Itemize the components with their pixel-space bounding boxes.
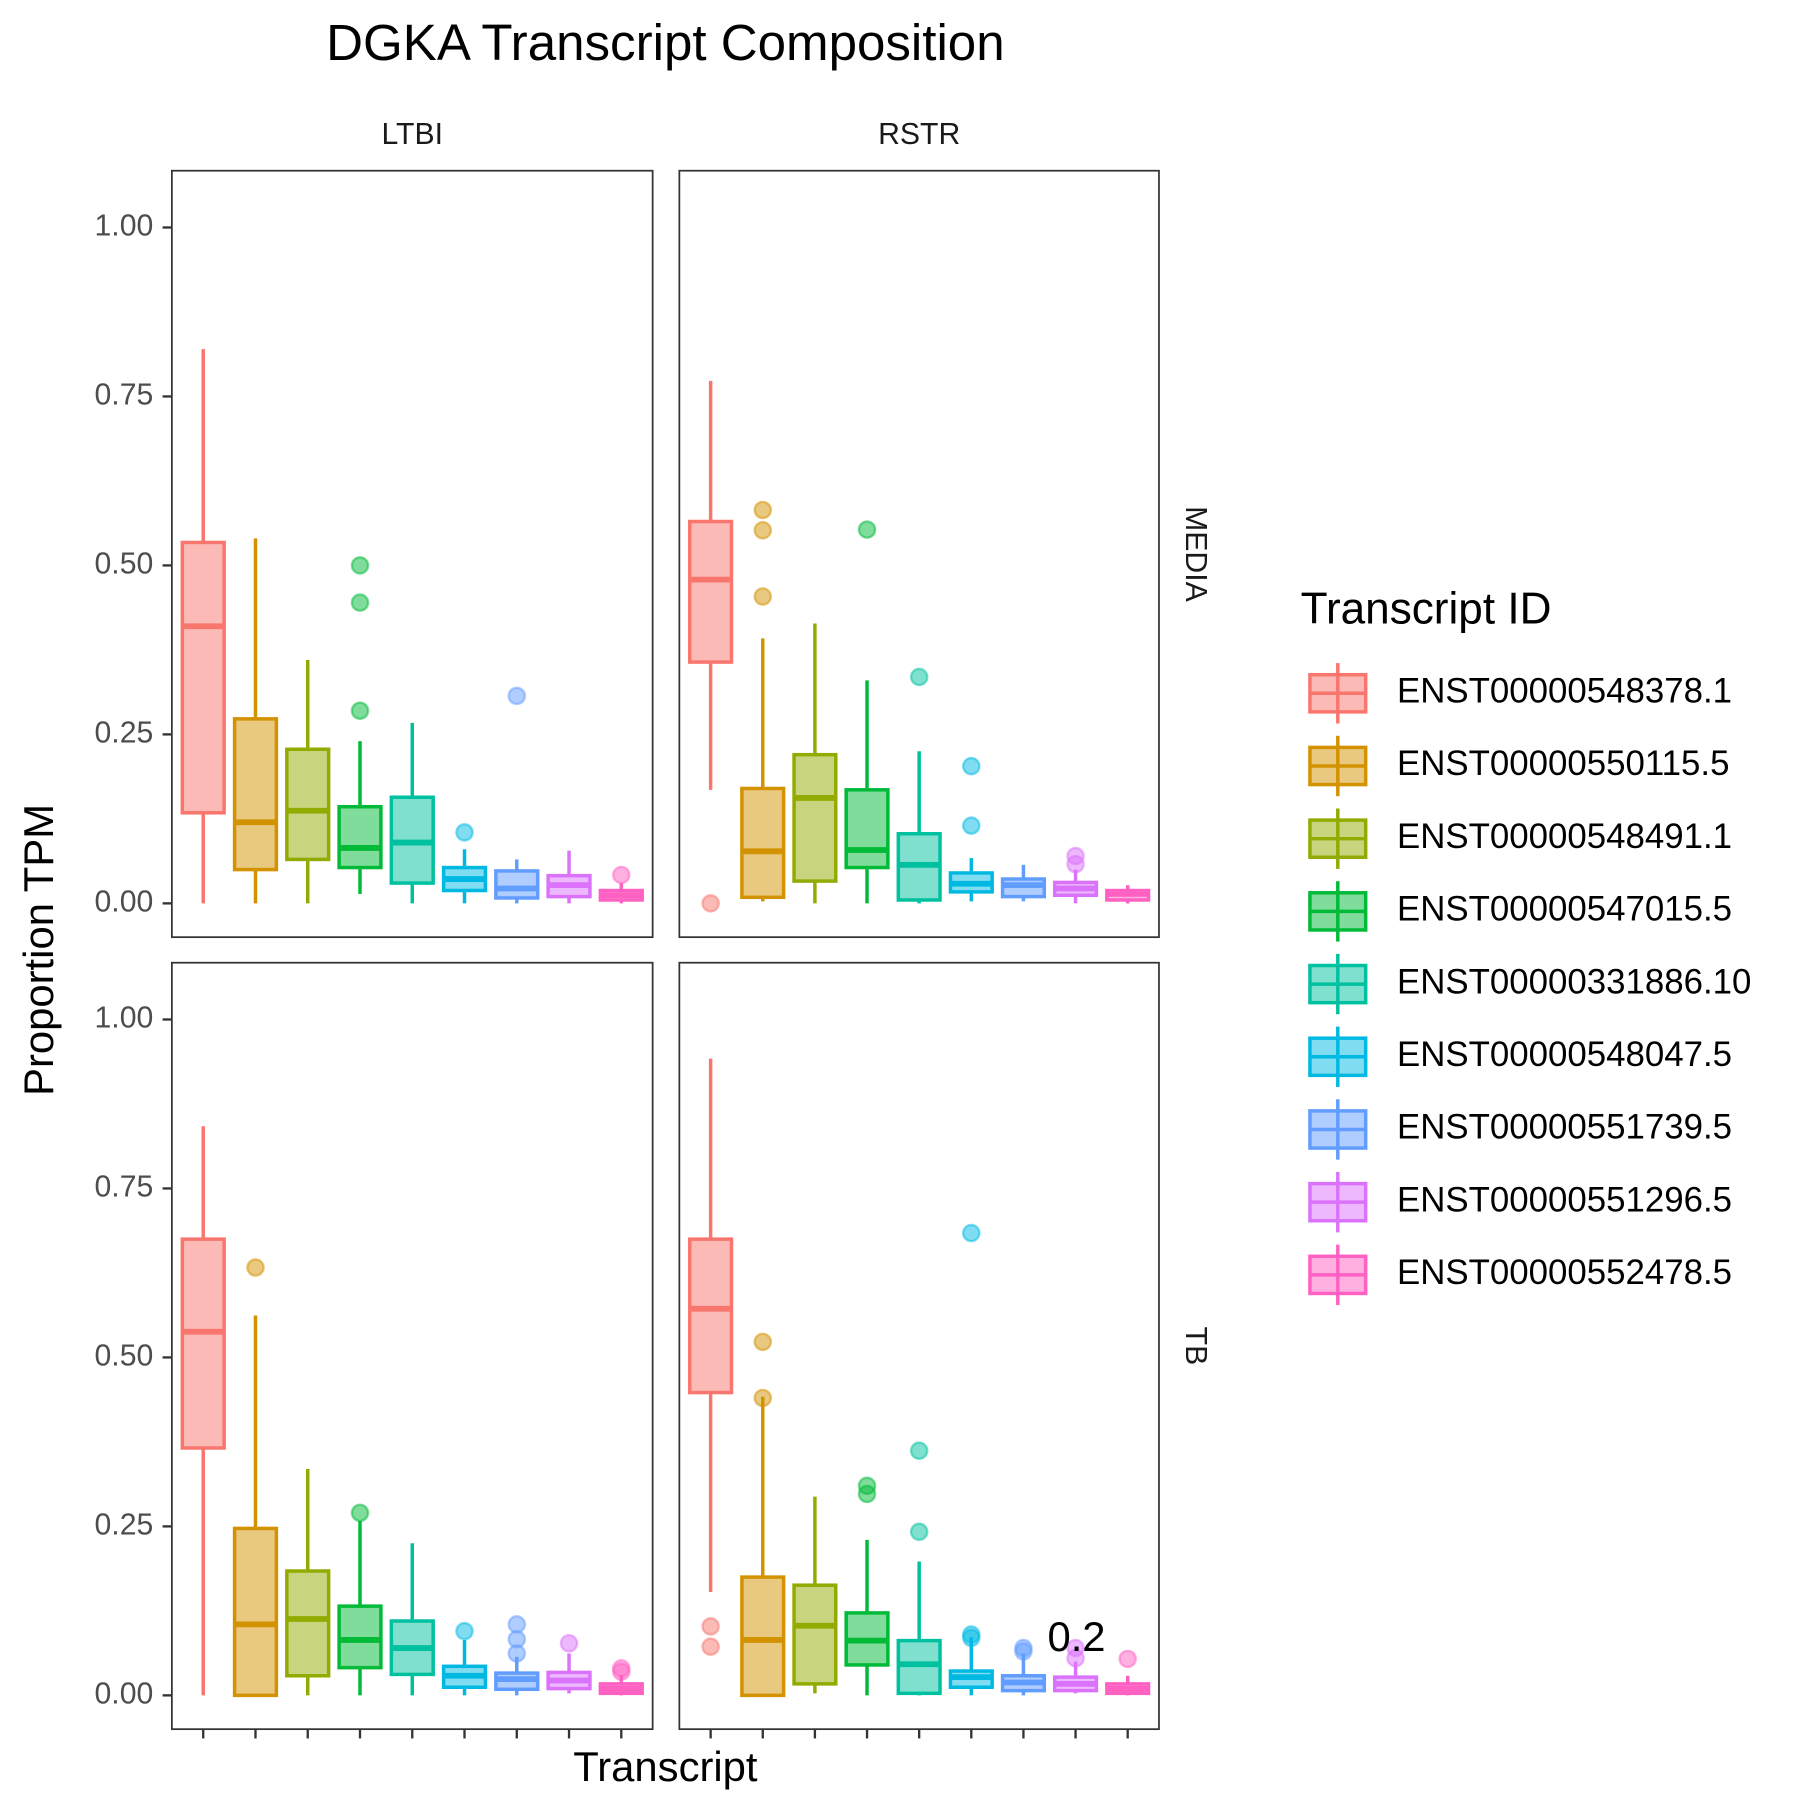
outlier (455, 1621, 474, 1641)
box (180, 540, 226, 815)
y-tick-label: 0.50 (95, 547, 154, 580)
annotation: 0.2 (1047, 1613, 1105, 1660)
box (285, 1569, 331, 1678)
legend-label: ENST00000548491.1 (1397, 817, 1732, 856)
y-axis-title: Proportion TPM (15, 804, 62, 1096)
y-tick-label: 0.75 (95, 1170, 154, 1203)
y-tick-label: 1.00 (95, 209, 154, 242)
legend-label: ENST00000548378.1 (1397, 671, 1732, 710)
outlier (857, 520, 877, 539)
outlier (857, 1484, 877, 1504)
outlier (1014, 1642, 1033, 1661)
y-tick-label: 0.00 (95, 885, 154, 918)
legend-label: ENST00000552478.5 (1397, 1253, 1732, 1292)
box (792, 1583, 838, 1686)
legend-title: Transcript ID (1301, 585, 1552, 634)
outlier (962, 756, 981, 776)
y-tick-label: 0.25 (95, 1508, 154, 1541)
outlier (507, 1644, 527, 1663)
y-tick-label: 0.75 (95, 378, 154, 411)
x-axis-title: Transcript (573, 1743, 758, 1790)
outlier (701, 1617, 720, 1636)
legend-label: ENST00000547015.5 (1397, 890, 1732, 929)
outlier (612, 865, 631, 885)
outlier (962, 1628, 981, 1648)
box (494, 869, 540, 900)
outlier (701, 1637, 720, 1656)
outlier (753, 587, 773, 606)
outlier (1066, 854, 1085, 874)
outlier (701, 894, 720, 913)
outlier (350, 556, 370, 575)
outlier (909, 667, 929, 687)
box (792, 752, 838, 883)
outlier (753, 1332, 773, 1352)
legend-label: ENST00000551739.5 (1397, 1108, 1732, 1147)
outlier (612, 1662, 631, 1682)
chart-title: DGKA Transcript Composition (326, 14, 1004, 71)
outlier (1066, 1648, 1085, 1668)
box (844, 788, 890, 870)
outlier (507, 686, 527, 706)
outlier (350, 593, 370, 612)
outlier (962, 1223, 981, 1243)
legend-label: ENST00000550115.5 (1397, 744, 1729, 783)
box (337, 804, 383, 870)
box (180, 1237, 226, 1450)
outlier (455, 823, 474, 842)
outlier (909, 1522, 929, 1542)
outlier (1118, 1649, 1137, 1669)
box (740, 786, 786, 900)
box (232, 1526, 279, 1698)
facet-column-label: LTBI (382, 118, 444, 151)
outlier (350, 701, 370, 721)
y-tick-label: 0.50 (95, 1339, 154, 1372)
outlier (962, 816, 981, 835)
outlier (909, 1441, 929, 1460)
y-tick-label: 1.00 (95, 1001, 154, 1034)
outlier (753, 500, 773, 520)
box (688, 519, 734, 664)
box (232, 717, 279, 872)
outlier (246, 1258, 265, 1277)
outlier (559, 1634, 579, 1653)
facet-row-label: TB (1179, 1327, 1212, 1366)
facet-column-label: RSTR (878, 118, 960, 151)
outlier (350, 1503, 370, 1523)
legend-label: ENST00000551296.5 (1397, 1180, 1732, 1219)
legend-label: ENST00000331886.10 (1397, 962, 1751, 1001)
box (337, 1604, 383, 1670)
box (285, 747, 331, 862)
box (740, 1575, 786, 1698)
y-tick-label: 0.00 (95, 1677, 154, 1710)
box (688, 1237, 734, 1395)
outlier (753, 520, 773, 540)
outlier (753, 1388, 773, 1408)
facet-row-label: MEDIA (1179, 506, 1212, 602)
legend-label: ENST00000548047.5 (1397, 1035, 1732, 1074)
y-tick-label: 0.25 (95, 716, 154, 749)
